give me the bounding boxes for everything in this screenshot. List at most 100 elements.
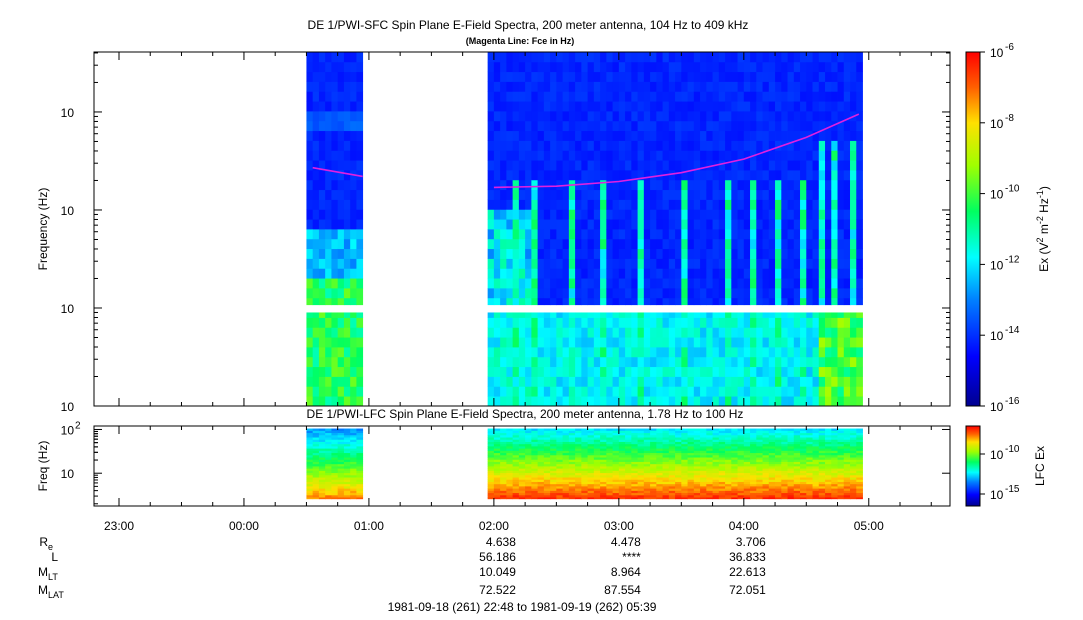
bottom-spectrogram-cell (600, 441, 607, 445)
top-spectrogram-cell (568, 189, 576, 200)
top-spectrogram-cell (600, 268, 607, 279)
bottom-spectrogram-cell (743, 430, 751, 434)
top-spectrogram-cell (531, 199, 539, 210)
bottom-spectrogram-cell (593, 466, 601, 469)
top-spectrogram-cell (600, 297, 607, 306)
bottom-spectrogram-cell (506, 497, 514, 500)
top-spectrogram-cell (543, 199, 551, 210)
ephemeris-row-label: R (39, 535, 48, 549)
top-spectrogram-cell (600, 150, 607, 161)
bottom-spectrogram-cell (506, 452, 514, 456)
bottom-spectrogram-cell (343, 468, 351, 471)
bottom-spectrogram-cell (325, 488, 332, 491)
top-spectrogram-cell (768, 288, 776, 299)
bottom-spectrogram-cell (812, 477, 820, 480)
bottom-spectrogram-cell (700, 472, 707, 476)
bottom-spectrogram-cell (787, 452, 795, 456)
bottom-spectrogram-cell (537, 468, 545, 471)
bottom-spectrogram-cell (675, 461, 682, 465)
time-tick-label: 03:00 (604, 519, 634, 533)
top-spectrogram-cell (562, 278, 570, 289)
top-spectrogram-cell (543, 258, 551, 269)
top-spectrogram-cell (700, 219, 707, 230)
bottom-spectrogram-cell (756, 463, 763, 467)
top-spectrogram-cell (831, 179, 838, 191)
bottom-spectrogram-cell (706, 488, 713, 491)
top-spectrogram-cell (781, 386, 788, 397)
bottom-spectrogram-cell (343, 461, 351, 465)
bottom-spectrogram-cell (806, 470, 813, 474)
top-spectrogram-cell (512, 258, 520, 269)
top-spectrogram-cell (781, 288, 788, 299)
top-spectrogram-cell (700, 199, 707, 210)
top-spectrogram-cell (550, 297, 557, 306)
top-spectrogram-cell (818, 189, 826, 200)
bottom-spectrogram-cell (850, 459, 857, 462)
top-spectrogram-cell (562, 238, 570, 250)
top-spectrogram-cell (356, 278, 364, 289)
bottom-spectrogram-cell (693, 479, 701, 482)
bottom-spectrogram-cell (718, 457, 726, 460)
bottom-spectrogram-cell (337, 430, 345, 434)
top-spectrogram-cell (318, 150, 326, 161)
bottom-spectrogram-cell (318, 472, 326, 476)
top-spectrogram-cell (525, 356, 532, 368)
bottom-spectrogram-cell (712, 428, 720, 431)
bottom-spectrogram-cell (637, 443, 645, 447)
bottom-spectrogram-cell (525, 494, 532, 498)
bottom-spectrogram-cell (550, 434, 557, 438)
top-spectrogram-cell (687, 238, 695, 250)
top-spectrogram-cell (781, 258, 788, 269)
top-spectrogram-cell (850, 356, 857, 368)
bottom-spectrogram-cell (725, 486, 732, 489)
top-spectrogram-cell (518, 170, 526, 181)
top-spectrogram-cell (556, 179, 564, 191)
bottom-spectrogram-cell (562, 459, 570, 462)
bottom-spectrogram-cell (725, 441, 732, 445)
ephemeris-row-label-subscript: LAT (48, 590, 64, 600)
top-spectrogram-cell (581, 219, 589, 230)
top-spectrogram-cell (725, 288, 732, 299)
top-spectrogram-cell (706, 120, 713, 132)
top-spectrogram-cell (306, 317, 314, 328)
top-spectrogram-cell (568, 52, 576, 63)
top-spectrogram-cell (681, 209, 688, 220)
top-spectrogram-cell (681, 238, 688, 250)
top-spectrogram-cell (681, 317, 688, 328)
top-spectrogram-cell (500, 376, 507, 387)
bottom-spectrogram-cell (837, 459, 845, 462)
top-spectrogram-cell (525, 248, 532, 259)
bottom-spectrogram-cell (631, 441, 638, 445)
bottom-spectrogram-cell (337, 486, 345, 489)
top-spectrogram-cell (525, 140, 532, 151)
bottom-spectrogram-cell (850, 488, 857, 491)
top-spectrogram-cell (787, 347, 795, 358)
top-spectrogram-cell (593, 111, 601, 122)
top-spectrogram-cell (850, 150, 857, 161)
ephemeris-value: 8.964 (611, 565, 641, 579)
top-spectrogram-cell (525, 179, 532, 191)
top-spectrogram-cell (837, 61, 845, 73)
bottom-spectrogram-cell (775, 466, 782, 469)
top-spectrogram-cell (625, 170, 632, 181)
bottom-spectrogram-cell (637, 479, 645, 482)
top-spectrogram-cell (312, 111, 320, 122)
top-spectrogram-cell (781, 229, 788, 240)
bottom-spectrogram-cell (787, 432, 795, 436)
top-spectrogram-cell (543, 347, 551, 358)
bottom-spectrogram-cell (531, 457, 539, 460)
top-spectrogram-cell (318, 101, 326, 112)
top-spectrogram-cell (312, 229, 320, 240)
bottom-spectrogram-cell (850, 428, 857, 431)
top-spectrogram-cell (662, 238, 670, 250)
top-panel-title: DE 1/PWI-SFC Spin Plane E-Field Spectra,… (308, 18, 749, 32)
top-spectrogram-cell (825, 337, 832, 348)
bottom-spectrogram-cell (587, 490, 595, 494)
top-spectrogram-cell (718, 199, 726, 210)
bottom-spectrogram-cell (731, 446, 738, 449)
top-spectrogram-cell (687, 312, 695, 318)
bottom-spectrogram-cell (631, 448, 638, 451)
bottom-spectrogram-cell (693, 450, 701, 454)
top-spectrogram-cell (818, 81, 826, 92)
top-spectrogram-cell (618, 179, 626, 191)
